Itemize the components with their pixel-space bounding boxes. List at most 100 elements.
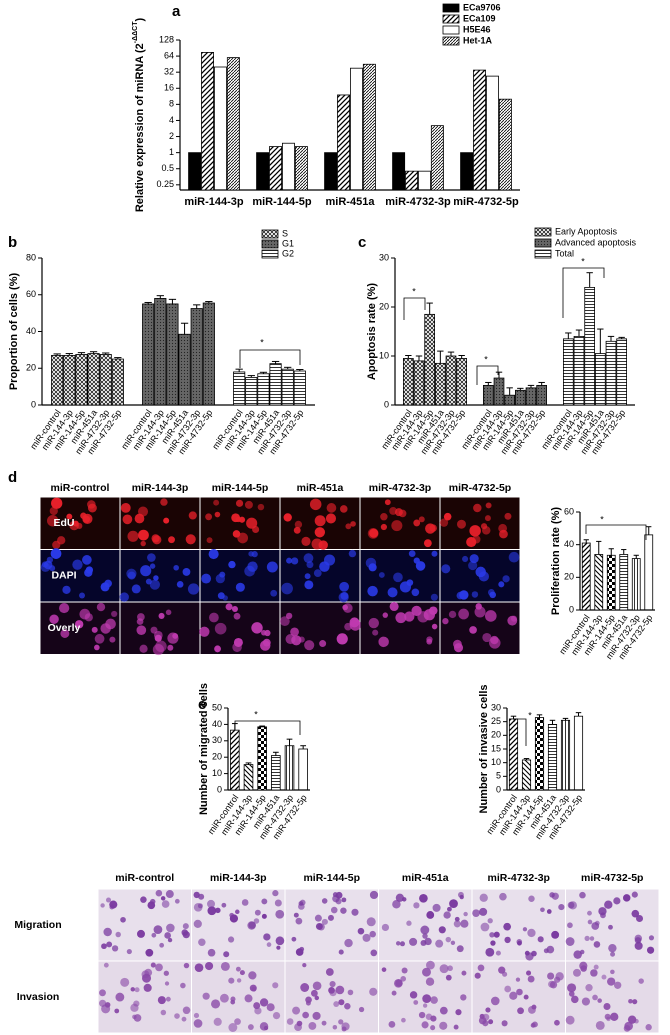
cell bbox=[591, 922, 600, 930]
cell bbox=[134, 987, 140, 993]
cell bbox=[207, 906, 217, 916]
cell bbox=[303, 553, 314, 564]
cell bbox=[46, 515, 59, 527]
cell bbox=[388, 1020, 396, 1028]
bar bbox=[188, 152, 202, 191]
cell bbox=[111, 610, 118, 617]
cell bbox=[480, 922, 490, 932]
bar bbox=[269, 363, 282, 406]
cell bbox=[471, 591, 479, 598]
cell bbox=[231, 605, 238, 613]
cell bbox=[147, 553, 156, 562]
bar bbox=[99, 354, 112, 406]
cell bbox=[140, 540, 146, 547]
cell bbox=[393, 572, 403, 583]
bar bbox=[190, 308, 203, 406]
cell bbox=[475, 566, 486, 578]
cell bbox=[82, 555, 92, 565]
legend-swatch bbox=[261, 239, 279, 249]
cell bbox=[51, 497, 63, 509]
significance-marker: * bbox=[581, 256, 585, 266]
bar bbox=[284, 745, 295, 791]
cell bbox=[432, 903, 441, 912]
cell bbox=[160, 1009, 167, 1016]
cell bbox=[56, 536, 66, 545]
bar bbox=[269, 146, 283, 191]
cell bbox=[422, 933, 428, 939]
cell bbox=[228, 1023, 238, 1032]
cell bbox=[479, 907, 488, 916]
micrograph bbox=[40, 550, 120, 602]
cell bbox=[607, 977, 616, 986]
cell bbox=[182, 568, 191, 576]
cell bbox=[244, 994, 253, 1003]
cell bbox=[225, 603, 233, 611]
cell bbox=[153, 630, 163, 640]
cell bbox=[237, 532, 249, 544]
cell bbox=[202, 992, 210, 1000]
cell bbox=[381, 967, 387, 972]
cell bbox=[132, 1014, 137, 1020]
y-axis-label-text: Relative expression of miRNA (2 bbox=[134, 43, 146, 212]
cell bbox=[567, 922, 573, 929]
cell bbox=[404, 611, 415, 622]
cell bbox=[300, 983, 310, 992]
cell bbox=[254, 909, 261, 916]
cell bbox=[136, 929, 145, 938]
cell bbox=[310, 989, 318, 997]
y-tick-label: 0.25 bbox=[156, 179, 174, 189]
cell bbox=[72, 559, 83, 570]
cell bbox=[489, 932, 495, 938]
cell bbox=[312, 1011, 321, 1020]
cell bbox=[207, 948, 216, 957]
cell bbox=[522, 927, 528, 932]
cell bbox=[429, 524, 437, 532]
cell bbox=[60, 629, 70, 638]
cell bbox=[136, 625, 147, 636]
cell bbox=[201, 573, 212, 584]
cell bbox=[406, 920, 412, 926]
cell bbox=[139, 644, 148, 653]
cell bbox=[392, 900, 401, 909]
cell bbox=[314, 527, 326, 538]
cell bbox=[645, 1024, 652, 1031]
bar bbox=[515, 389, 526, 406]
cell bbox=[272, 982, 279, 989]
legend-swatch bbox=[442, 25, 460, 35]
bar bbox=[521, 759, 532, 791]
cell bbox=[165, 609, 172, 616]
cell bbox=[109, 904, 115, 910]
cell bbox=[235, 499, 244, 507]
y-axis-label-text: Number of invasive cells bbox=[478, 685, 490, 814]
cell bbox=[593, 964, 599, 970]
y-axis-label-text: Apoptosis rate (%) bbox=[366, 283, 378, 381]
cell bbox=[274, 899, 282, 907]
cell bbox=[336, 633, 348, 645]
cell bbox=[295, 917, 303, 925]
cell bbox=[367, 585, 378, 597]
cell bbox=[164, 981, 170, 986]
cell bbox=[335, 891, 343, 899]
cell bbox=[105, 897, 112, 903]
cell bbox=[413, 1000, 419, 1005]
cell bbox=[597, 998, 602, 1003]
cell bbox=[153, 925, 163, 934]
cell bbox=[120, 916, 126, 923]
cell bbox=[598, 907, 607, 916]
cell bbox=[281, 582, 293, 595]
cell bbox=[590, 969, 598, 977]
cell bbox=[631, 891, 638, 898]
bar bbox=[482, 384, 494, 406]
cell bbox=[549, 981, 558, 989]
bar bbox=[460, 152, 474, 191]
cell bbox=[140, 896, 147, 903]
column-header: miR-4732-5p bbox=[449, 482, 511, 494]
cell bbox=[422, 967, 431, 977]
cell bbox=[438, 926, 446, 934]
cell bbox=[193, 902, 203, 912]
cell bbox=[456, 519, 466, 529]
bar bbox=[430, 125, 444, 191]
cell bbox=[638, 978, 644, 984]
cell bbox=[338, 1019, 344, 1025]
